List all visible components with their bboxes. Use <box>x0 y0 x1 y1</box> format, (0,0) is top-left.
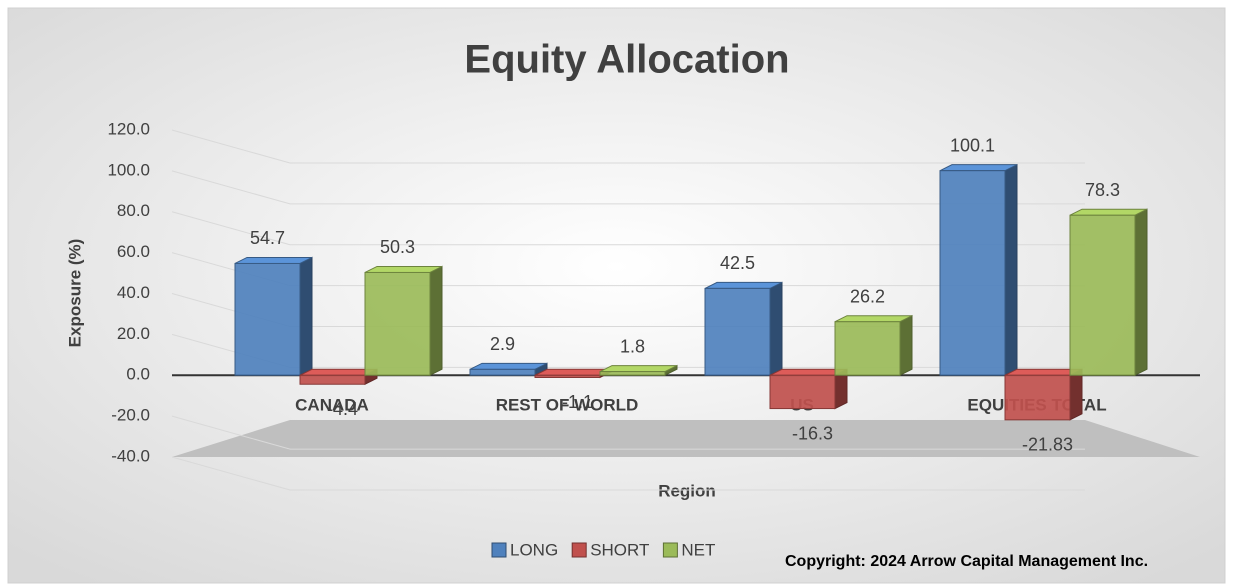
bar <box>769 374 836 410</box>
legend-swatch <box>662 542 678 558</box>
bar-top <box>834 315 913 323</box>
legend-swatch <box>571 542 587 558</box>
y-tick-label: 20.0 <box>117 324 150 343</box>
grid-line <box>171 170 1085 205</box>
y-tick-label: 40.0 <box>117 283 150 302</box>
bar-top <box>939 164 1018 172</box>
bar-side <box>299 256 313 377</box>
y-axis-title: Exposure (%) <box>65 239 84 348</box>
y-tick-label: 100.0 <box>107 160 150 179</box>
bar <box>704 287 771 376</box>
legend-label: LONG <box>510 540 558 559</box>
floor <box>172 420 1200 457</box>
bar-top <box>599 365 678 373</box>
copyright: Copyright: 2024 Arrow Capital Management… <box>785 553 1148 570</box>
data-label: 78.3 <box>1085 180 1120 200</box>
bar-top <box>364 265 443 273</box>
bar-side <box>1069 368 1083 421</box>
x-tick-label: CANADA <box>295 395 369 414</box>
bar <box>534 374 601 378</box>
grid-line <box>171 456 1085 491</box>
legend-label: NET <box>681 540 715 559</box>
bar-side <box>769 281 783 377</box>
data-label: 54.7 <box>250 228 285 248</box>
bar-top <box>1069 208 1148 216</box>
y-tick-label: 60.0 <box>117 242 150 261</box>
bar <box>469 368 536 376</box>
bar <box>299 374 366 385</box>
grid-line <box>171 129 1085 164</box>
x-tick-label: REST OF WORLD <box>496 395 639 414</box>
bar <box>599 371 666 376</box>
data-label: 100.1 <box>950 135 995 155</box>
bar-top <box>704 281 783 289</box>
data-label: 42.5 <box>720 253 755 273</box>
chart-title: Equity Allocation <box>464 38 789 82</box>
data-label: 26.2 <box>850 286 885 306</box>
bar <box>834 321 901 376</box>
data-label: 2.9 <box>490 334 515 354</box>
bar-side <box>899 314 913 377</box>
bar-top <box>469 362 548 370</box>
bar <box>364 271 431 376</box>
grid-line <box>171 211 1085 246</box>
bar-side <box>429 265 443 377</box>
legend-swatch <box>491 542 507 558</box>
x-axis-title: Region <box>658 481 716 500</box>
bar <box>939 170 1006 376</box>
bar-side <box>1134 208 1148 377</box>
data-label: 50.3 <box>380 237 415 257</box>
y-tick-label: 120.0 <box>107 119 150 138</box>
y-tick-label: 0.0 <box>126 365 150 384</box>
bar <box>1004 374 1071 421</box>
data-label: -21.83 <box>1022 435 1073 455</box>
bar <box>1069 214 1136 376</box>
data-label: 1.8 <box>620 336 645 356</box>
y-tick-label: -40.0 <box>111 446 150 465</box>
bar <box>234 262 301 376</box>
chart-area <box>7 7 1226 584</box>
bar-top <box>234 256 313 264</box>
data-label: -4.4 <box>327 399 358 419</box>
y-tick-label: -20.0 <box>111 406 150 425</box>
y-tick-label: 80.0 <box>117 201 150 220</box>
legend-label: SHORT <box>590 540 649 559</box>
grid-line <box>171 415 1085 450</box>
bar-side <box>1004 163 1018 377</box>
data-label: -1.1 <box>562 392 593 412</box>
data-label: -16.3 <box>792 423 833 443</box>
